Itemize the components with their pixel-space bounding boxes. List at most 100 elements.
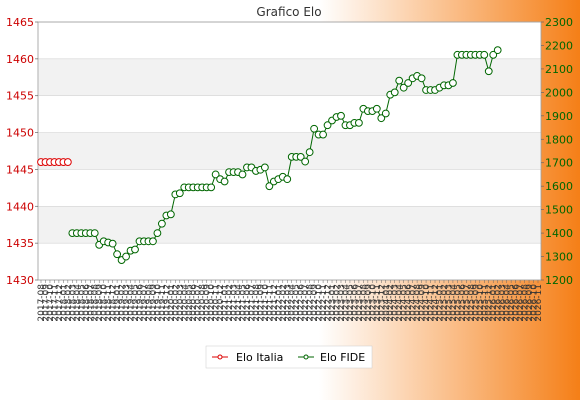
- x-tick-label: 2024-01: [382, 284, 392, 322]
- data-point-elo-fide: [395, 76, 404, 85]
- x-tick-label: 2021-02: [225, 284, 235, 322]
- x-tick-label: 2026-05: [507, 284, 517, 322]
- data-point-elo-fide: [153, 229, 162, 237]
- right-tick-label: 2300: [545, 16, 573, 29]
- x-tick-label: 2021-04: [234, 284, 244, 322]
- right-tick-label: 1700: [545, 157, 573, 170]
- x-tick-label: 2025-06: [458, 284, 468, 322]
- legend-label-fide: Elo FIDE: [320, 351, 365, 364]
- x-tick-label: 2018-05: [77, 284, 87, 322]
- x-tick-label: 2020-01: [167, 284, 177, 322]
- x-tick-label: 2022-10: [315, 284, 325, 322]
- x-tick-label: 2025-01: [435, 284, 445, 322]
- x-tick-label: 2025-07: [462, 284, 472, 322]
- x-tick-label: 2024-02: [386, 284, 396, 322]
- x-tick-label: 2019-06: [136, 284, 146, 322]
- x-tick-label: 2022-01: [274, 284, 284, 322]
- x-tick-label: 2025-12: [485, 284, 495, 322]
- data-point-elo-fide: [381, 109, 390, 118]
- x-tick-label: 2019-04: [127, 284, 137, 322]
- x-tick-label: 2022-07: [301, 284, 311, 322]
- x-tick-label: 2021-06: [243, 284, 253, 322]
- data-point-elo-fide: [122, 252, 130, 261]
- x-tick-label: 2019-07: [140, 284, 150, 322]
- right-tick-label: 1200: [545, 274, 573, 287]
- x-tick-label: 2022-02: [279, 284, 289, 322]
- x-tick-label: 2021-05: [238, 284, 248, 322]
- data-point-elo-fide: [175, 189, 184, 198]
- grid-band: [38, 132, 541, 170]
- x-tick-label: 2023-10: [368, 284, 378, 322]
- x-tick-label: 2024-08: [413, 284, 423, 322]
- right-tick-label: 2100: [545, 63, 573, 76]
- left-tick-label: 1465: [6, 16, 34, 29]
- data-point-elo-fide: [238, 170, 247, 179]
- x-tick-label: 2022-04: [288, 284, 298, 322]
- x-tick-label: 2022-08: [306, 284, 316, 322]
- x-tick-label: 2018-10: [100, 284, 110, 322]
- x-tick-label: 2024-09: [418, 284, 428, 322]
- x-axis: 2017-082017-092017-102017-112017-122018-…: [37, 280, 544, 322]
- x-tick-label: 2021-01: [221, 284, 231, 322]
- data-point-elo-fide: [417, 74, 426, 83]
- data-point-elo-italia: [63, 158, 72, 166]
- plot-border: [37, 21, 542, 281]
- data-point-elo-fide: [305, 148, 314, 157]
- right-tick-label: 1300: [545, 251, 573, 264]
- x-tick-label: 2021-12: [270, 284, 280, 322]
- x-tick-label: 2026-09: [525, 284, 535, 322]
- x-tick-label: 2023-01: [328, 284, 338, 322]
- x-tick-label: 2018-07: [86, 284, 96, 322]
- x-tick-label: 2018-01: [59, 284, 69, 322]
- right-tick-label: 2200: [545, 39, 573, 52]
- x-tick-label: 2020-10: [207, 284, 217, 322]
- x-tick-label: 2023-08: [359, 284, 369, 322]
- x-tick-label: 2022-09: [310, 284, 320, 322]
- right-tick-label: 1900: [545, 110, 573, 123]
- x-tick-label: 2018-12: [109, 284, 119, 322]
- x-tick-label: 2018-06: [82, 284, 92, 322]
- data-point-elo-fide: [355, 118, 363, 127]
- x-tick-label: 2020-09: [203, 284, 213, 322]
- x-tick-label: 2026-03: [498, 284, 508, 322]
- x-tick-label: 2019-05: [131, 284, 141, 322]
- x-tick-label: 2023-12: [377, 284, 387, 322]
- data-point-elo-fide: [220, 177, 229, 186]
- data-point-elo-fide: [337, 111, 345, 120]
- left-tick-label: 1460: [6, 53, 34, 66]
- legend-marker-italia: [217, 354, 223, 360]
- right-tick-label: 2000: [545, 86, 573, 99]
- x-tick-label: 2018-04: [73, 284, 83, 322]
- x-tick-label: 2026-11: [534, 284, 544, 322]
- x-tick-label: 2023-05: [346, 284, 356, 322]
- data-point-elo-fide: [296, 152, 305, 161]
- x-tick-label: 2026-01: [489, 284, 499, 322]
- x-tick-label: 2018-08: [91, 284, 101, 322]
- grid-band: [38, 206, 541, 244]
- x-tick-label: 2025-04: [449, 284, 459, 322]
- data-point-elo-fide: [166, 210, 175, 219]
- x-tick-label: 2026-04: [503, 284, 513, 322]
- data-point-elo-fide: [90, 229, 99, 237]
- data-point-elo-fide: [260, 163, 269, 172]
- x-tick-label: 2024-11: [427, 284, 437, 322]
- x-tick-label: 2025-09: [471, 284, 481, 322]
- legend-marker-fide: [303, 354, 309, 360]
- x-tick-label: 2026-10: [530, 284, 540, 322]
- x-tick-label: 2024-04: [395, 284, 405, 322]
- right-tick-label: 1500: [545, 204, 573, 217]
- x-tick-label: 2023-09: [364, 284, 374, 322]
- x-tick-label: 2020-03: [176, 284, 186, 322]
- data-point-elo-fide: [480, 50, 489, 59]
- x-tick-label: 2022-12: [324, 284, 334, 322]
- x-tick-label: 2019-08: [144, 284, 154, 322]
- x-tick-label: 2019-09: [149, 284, 159, 322]
- legend-box: [205, 345, 373, 369]
- left-tick-label: 1435: [6, 237, 34, 250]
- data-point-elo-fide: [265, 182, 274, 191]
- right-tick-label: 1800: [545, 133, 573, 146]
- x-tick-label: 2019-11: [158, 284, 168, 322]
- x-tick-label: 2026-08: [521, 284, 531, 322]
- x-tick-label: 2019-02: [118, 284, 128, 322]
- x-tick-label: 2020-07: [194, 284, 204, 322]
